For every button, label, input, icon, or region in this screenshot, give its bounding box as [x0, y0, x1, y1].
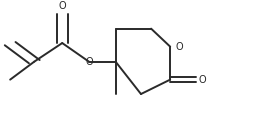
Text: O: O	[85, 57, 93, 67]
Text: O: O	[58, 1, 66, 11]
Text: O: O	[175, 42, 183, 52]
Text: O: O	[198, 75, 206, 85]
